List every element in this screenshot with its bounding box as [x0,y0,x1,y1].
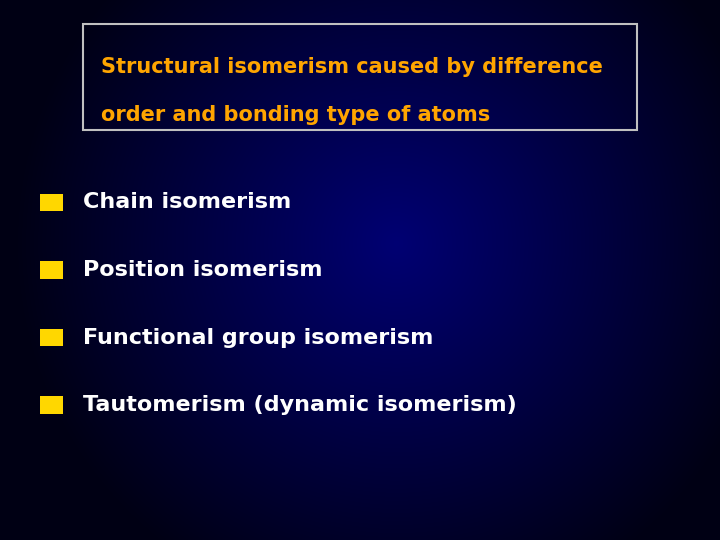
Text: Tautomerism (dynamic isomerism): Tautomerism (dynamic isomerism) [83,395,516,415]
Text: Position isomerism: Position isomerism [83,260,323,280]
Text: Functional group isomerism: Functional group isomerism [83,327,433,348]
Text: Chain isomerism: Chain isomerism [83,192,291,213]
Bar [83,24,637,130]
Bar [40,261,63,279]
Bar [40,329,63,346]
Text: order and bonding type of atoms: order and bonding type of atoms [101,105,490,125]
Text: Structural isomerism caused by difference: Structural isomerism caused by differenc… [101,57,603,77]
Bar [40,194,63,211]
Bar [40,396,63,414]
